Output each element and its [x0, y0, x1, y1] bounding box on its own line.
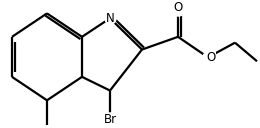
Text: N: N	[106, 12, 114, 25]
Text: O: O	[173, 1, 183, 14]
Text: Br: Br	[103, 113, 116, 126]
Text: O: O	[206, 51, 216, 64]
